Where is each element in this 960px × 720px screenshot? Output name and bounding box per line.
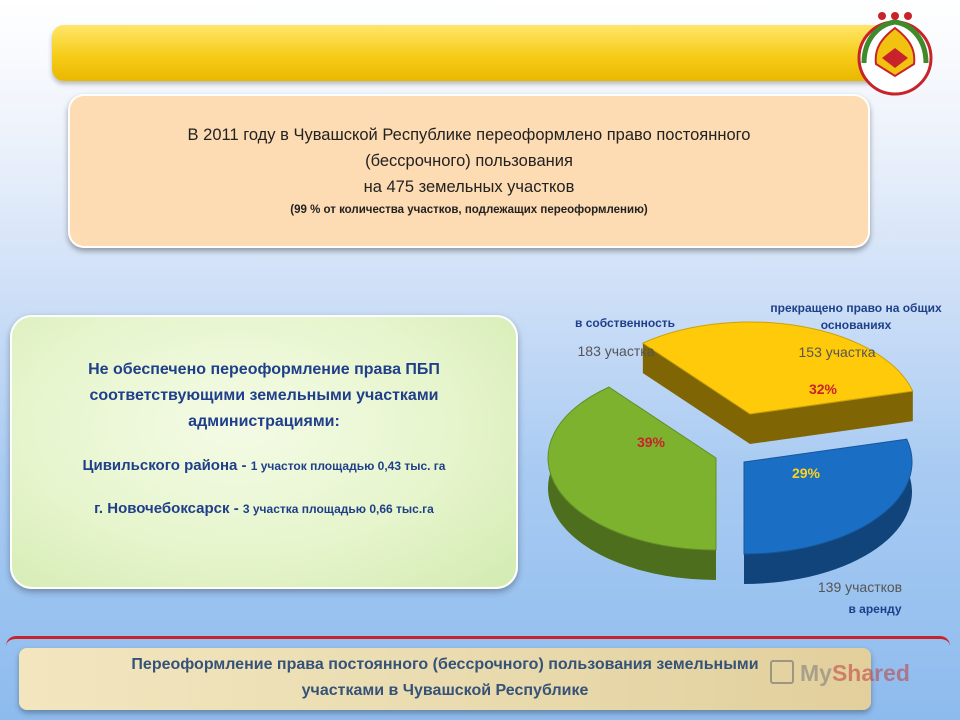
pie-slice-side	[548, 387, 716, 580]
summary-line-3: на 475 земельных участков	[363, 178, 575, 196]
district-item-novocheboksarsk: г. Новочебоксарск - 3 участка площадью 0…	[10, 500, 518, 517]
footer-title-line-1: Переоформление права постоянного (бессро…	[131, 656, 759, 673]
pie-slice-2	[743, 438, 913, 555]
header-bar	[52, 25, 900, 81]
footer-title-line-2: участками в Чувашской Республике	[301, 682, 589, 699]
summary-line-1: В 2011 году в Чувашской Республике перео…	[187, 126, 751, 144]
chuvashia-emblem-icon	[857, 12, 933, 96]
percent-label-lease: 29%	[791, 465, 821, 481]
panel-heading-line-3: администрациями:	[188, 413, 340, 430]
summary-line-2: (бессрочного) пользования	[365, 152, 573, 170]
legend-label-ownership: в собственность	[574, 316, 675, 330]
count-label-ownership: 183 участка	[577, 343, 655, 359]
count-label-terminated: 153 участка	[798, 344, 876, 360]
watermark-box-icon	[770, 660, 794, 684]
panel-heading-line-2: соответствующими земельными участками	[89, 387, 439, 404]
district-name: Цивильского района -	[82, 457, 251, 474]
pie-slice-side	[744, 439, 913, 584]
watermark-part-2: Shared	[831, 660, 910, 686]
district-detail: 3 участка площадью 0,66 тыс.га	[242, 502, 434, 516]
district-item-tsivilsk: Цивильского района - 1 участок площадью …	[10, 457, 518, 474]
summary-panel: В 2011 году в Чувашской Республике перео…	[68, 94, 870, 248]
legend-label-lease: в аренду	[848, 602, 902, 616]
footer-title-panel: Переоформление права постоянного (бессро…	[19, 648, 871, 710]
panel-heading: Не обеспечено переоформление права ПБП с…	[10, 357, 518, 435]
panel-heading-line-1: Не обеспечено переоформление права ПБП	[88, 361, 440, 378]
pie-slice-0	[547, 386, 717, 551]
count-label-lease: 139 участков	[817, 579, 903, 595]
summary-note: (99 % от количества участков, подлежащих…	[290, 204, 648, 216]
district-name: г. Новочебоксарск -	[94, 500, 243, 517]
watermark: MyShared	[770, 660, 910, 687]
legend-label-terminated: прекращено право на общих основаниях	[770, 301, 942, 332]
missing-reregistration-panel: Не обеспечено переоформление права ПБП с…	[10, 315, 518, 589]
footer-divider	[6, 636, 950, 649]
pie-slice-1	[641, 321, 914, 415]
percent-label-ownership: 39%	[636, 434, 666, 450]
percent-label-terminated: 32%	[808, 381, 838, 397]
watermark-part-1: My	[800, 660, 832, 686]
pie-slice-wall	[750, 391, 913, 444]
district-detail: 1 участок площадью 0,43 тыс. га	[250, 459, 446, 473]
pie-slice-wall	[642, 343, 750, 444]
